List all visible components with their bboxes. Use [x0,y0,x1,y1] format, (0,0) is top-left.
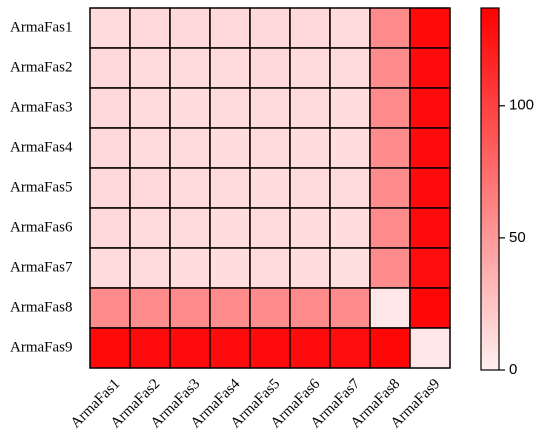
heatmap-cell [249,167,291,209]
heatmap-cell [369,87,411,129]
heatmap-cell [409,7,451,49]
heatmap-cell [329,47,371,89]
heatmap-cell [289,87,331,129]
heatmap-cell [409,207,451,249]
heatmap-cell [249,287,291,329]
heatmap-cell [289,7,331,49]
heatmap-cell [409,167,451,209]
heatmap-cell [249,87,291,129]
row-label: ArmaFas8 [10,299,73,315]
heatmap-cell [89,167,131,209]
heatmap-cell [289,287,331,329]
heatmap-cell [129,287,171,329]
row-label: ArmaFas7 [10,259,73,275]
heatmap-cell [409,127,451,169]
heatmap-cell [169,47,211,89]
heatmap-cell [289,127,331,169]
heatmap-cell [369,127,411,169]
heatmap-cell [169,87,211,129]
colorbar-bar [480,7,500,371]
heatmap-cell [89,7,131,49]
heatmap-cell [289,207,331,249]
heatmap-cell [209,127,251,169]
heatmap-cell [89,207,131,249]
heatmap-cell [329,287,371,329]
heatmap-cell [369,7,411,49]
heatmap-cell [209,47,251,89]
row-label: ArmaFas9 [10,339,73,355]
heatmap-cell [409,247,451,289]
heatmap-cell [209,247,251,289]
heatmap-cell [89,247,131,289]
heatmap-cell [169,327,211,369]
heatmap-cell [329,207,371,249]
heatmap-cell [249,47,291,89]
heatmap-cell [249,247,291,289]
heatmap-cell [169,7,211,49]
heatmap-cell [249,327,291,369]
colorbar-tick-label: 100 [509,97,534,114]
heatmap-cell [329,327,371,369]
colorbar-tick-label: 50 [509,229,526,246]
row-label: ArmaFas2 [10,59,73,75]
heatmap-cell [129,7,171,49]
heatmap-cell [169,127,211,169]
heatmap-cell [89,47,131,89]
heatmap-cell [129,127,171,169]
heatmap-cell [209,327,251,369]
heatmap-cell [249,7,291,49]
heatmap-cell [329,87,371,129]
row-label: ArmaFas3 [10,99,73,115]
heatmap-cell [289,47,331,89]
heatmap-cell [329,127,371,169]
heatmap-cell [289,327,331,369]
heatmap-cell [129,87,171,129]
heatmap-cell [89,127,131,169]
heatmap-cell [409,87,451,129]
heatmap-cell [89,327,131,369]
heatmap-cell [209,7,251,49]
heatmap-cell [289,247,331,289]
row-label: ArmaFas4 [10,139,73,155]
colorbar-tick-label: 0 [509,361,517,378]
heatmap-cell [89,287,131,329]
heatmap-cell [129,247,171,289]
heatmap-cell [369,47,411,89]
row-label: ArmaFas6 [10,219,73,235]
heatmap-cell [169,287,211,329]
row-label: ArmaFas5 [10,179,73,195]
heatmap-cell [169,207,211,249]
heatmap-cell [369,247,411,289]
heatmap-cell [209,167,251,209]
heatmap-cell [409,47,451,89]
heatmap-cell [369,327,411,369]
heatmap-cell [209,207,251,249]
heatmap-cell [289,167,331,209]
heatmap-cell [249,207,291,249]
heatmap-cell [129,47,171,89]
heatmap-cell [329,167,371,209]
heatmap-cell [89,87,131,129]
heatmap-cell [129,167,171,209]
heatmap-cell [209,287,251,329]
heatmap-cell [329,247,371,289]
heatmap-cell [329,7,371,49]
heatmap-cell [409,287,451,329]
heatmap-cell [129,327,171,369]
heatmap-cell [129,207,171,249]
heatmap-cell [369,207,411,249]
heatmap-cell [169,247,211,289]
heatmap-cell [249,127,291,169]
row-label: ArmaFas1 [10,19,73,35]
heatmap-cell [369,287,411,329]
heatmap-cell [409,327,451,369]
heatmap-cell [209,87,251,129]
heatmap-cell [369,167,411,209]
colorbar: 0 50 100 [480,7,534,378]
heatmap-cell [169,167,211,209]
